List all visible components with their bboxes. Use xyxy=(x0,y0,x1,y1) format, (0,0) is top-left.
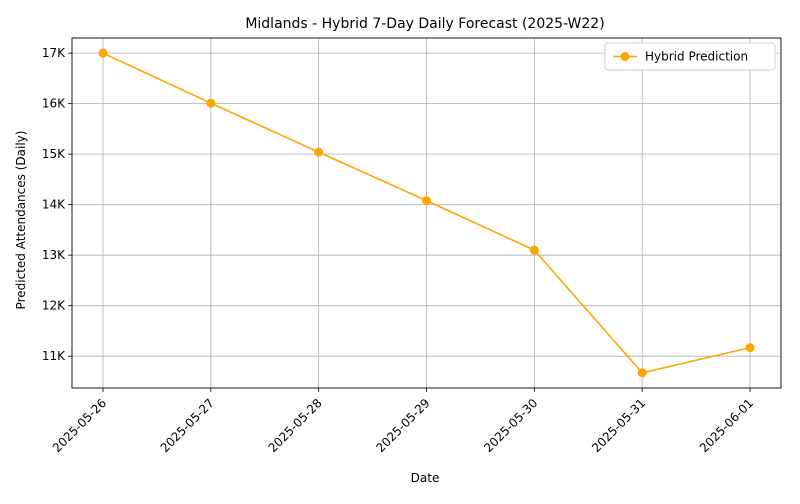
x-tick-label: 2025-05-28 xyxy=(266,396,325,455)
legend-marker xyxy=(620,52,630,61)
y-tick-label: 14K xyxy=(42,198,66,212)
legend: Hybrid Prediction xyxy=(604,42,776,71)
y-tick-label: 17K xyxy=(42,46,66,60)
legend-label: Hybrid Prediction xyxy=(645,50,748,64)
chart-title: Midlands - Hybrid 7-Day Daily Forecast (… xyxy=(245,16,604,32)
y-tick-label: 11K xyxy=(42,349,66,363)
data-point xyxy=(314,147,324,157)
data-point xyxy=(637,368,647,378)
y-tick-label: 13K xyxy=(42,248,66,262)
data-point xyxy=(745,343,755,353)
x-tick-label: 2025-05-27 xyxy=(158,396,217,455)
y-tick-label: 16K xyxy=(42,97,66,111)
data-point xyxy=(422,196,431,206)
y-tick-label: 12K xyxy=(42,299,66,313)
x-tick-label: 2025-05-29 xyxy=(373,396,432,455)
grid-layer xyxy=(72,38,781,388)
x-axis-label: Date xyxy=(411,471,440,485)
axes-layer: 2025-05-26 2025-05-27 2025-05-28 2025-05-29… xyxy=(42,37,782,455)
data-point xyxy=(529,245,539,255)
x-tick-label: 2025-05-26 xyxy=(50,396,109,455)
x-tick-label: 2025-05-31 xyxy=(589,396,648,455)
series-layer xyxy=(98,48,755,378)
x-tick-label: 2025-05-30 xyxy=(481,396,540,455)
legend-box xyxy=(604,42,776,71)
plot-frame xyxy=(71,37,782,389)
y-axis-label: Predicted Attendances (Daily) xyxy=(14,131,28,310)
x-tick-label: 2025-06-01 xyxy=(697,396,756,455)
data-point xyxy=(98,48,108,58)
data-point xyxy=(206,98,216,108)
y-tick-label: 15K xyxy=(42,147,66,161)
